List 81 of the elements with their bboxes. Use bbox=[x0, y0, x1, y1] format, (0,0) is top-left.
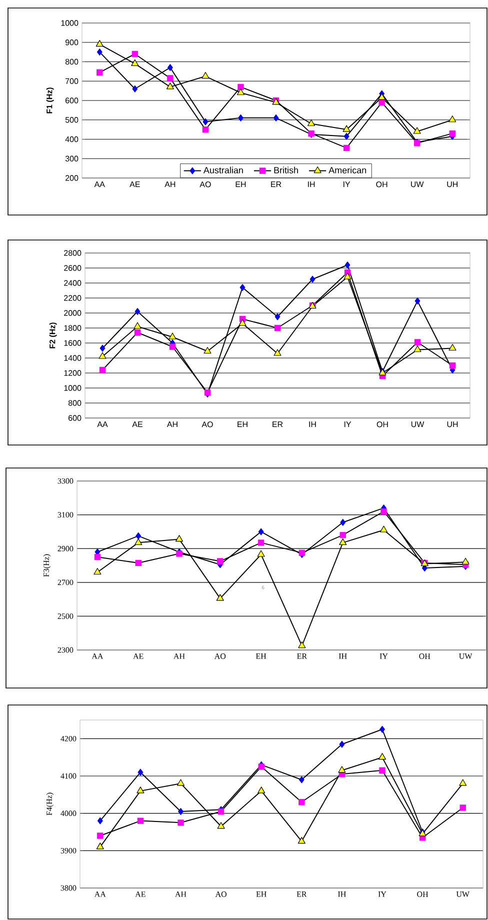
x-tick-label: ER bbox=[271, 182, 282, 188]
y-tick-label: 800 bbox=[68, 400, 82, 406]
x-tick-label: AO bbox=[214, 654, 226, 659]
y-tick-label: 600 bbox=[68, 415, 82, 421]
x-tick-label: IY bbox=[378, 892, 386, 897]
y-tick-label: 3300 bbox=[58, 478, 74, 484]
x-tick-label: OH bbox=[376, 422, 388, 428]
y-tick-label: 4000 bbox=[60, 810, 76, 816]
x-tick-label: AH bbox=[174, 654, 185, 659]
y-tick-label: 2500 bbox=[58, 614, 74, 619]
x-tick-label: IY bbox=[344, 182, 350, 188]
x-tick-label: OH bbox=[417, 892, 428, 897]
y-tick-label: 1600 bbox=[64, 340, 82, 346]
y-tick-label: 500 bbox=[65, 117, 78, 123]
y-tick-label: 400 bbox=[65, 136, 78, 142]
y-axis-title: F3(Hz) bbox=[43, 554, 51, 577]
x-tick-label: AA bbox=[97, 422, 108, 428]
y-tick-label: 2200 bbox=[64, 295, 82, 301]
x-tick-label: AO bbox=[202, 422, 213, 428]
y-tick-label: 2700 bbox=[58, 580, 74, 586]
x-tick-label: AA bbox=[92, 654, 104, 659]
y-tick-label: 2800 bbox=[64, 250, 82, 256]
y-tick-label: 2300 bbox=[58, 647, 74, 653]
y-tick-label: 300 bbox=[65, 156, 78, 162]
x-tick-label: ER bbox=[297, 654, 308, 659]
x-tick-label: UW bbox=[411, 422, 424, 428]
x-tick-label: IH bbox=[308, 182, 315, 188]
x-tick-label: UW bbox=[459, 654, 472, 659]
y-tick-label: 600 bbox=[66, 98, 78, 104]
x-tick-label: AH bbox=[164, 182, 176, 188]
x-tick-label: ER bbox=[296, 892, 307, 897]
y-tick-label: 900 bbox=[65, 40, 78, 46]
x-tick-label: UH bbox=[447, 182, 458, 188]
x-tick-label: AO bbox=[215, 892, 226, 897]
y-tick-label: 1400 bbox=[64, 355, 82, 361]
legend-label: British bbox=[274, 166, 298, 174]
x-tick-label: AE bbox=[133, 654, 144, 659]
x-tick-label: AO bbox=[200, 182, 211, 188]
x-tick-label: IY bbox=[344, 422, 352, 428]
y-axis-title: F1 (Hz) bbox=[46, 88, 54, 114]
x-tick-label: AE bbox=[135, 892, 146, 897]
y-tick-label: 4200 bbox=[60, 736, 76, 742]
x-tick-label: AA bbox=[94, 892, 106, 897]
y-tick-label: 1200 bbox=[64, 370, 82, 376]
x-tick-label: OH bbox=[376, 182, 388, 188]
x-tick-label: IH bbox=[338, 892, 346, 897]
x-tick-label: ER bbox=[272, 422, 283, 428]
y-tick-label: 1000 bbox=[64, 385, 82, 391]
y-axis-title: F2 (Hz) bbox=[49, 322, 57, 348]
y-tick-label: 2900 bbox=[58, 546, 74, 552]
y-tick-label: 3900 bbox=[60, 848, 76, 854]
x-tick-label: EH bbox=[236, 182, 246, 188]
x-tick-label: AA bbox=[94, 182, 105, 188]
x-tick-label: IH bbox=[309, 422, 316, 428]
x-tick-label: UW bbox=[411, 182, 424, 188]
y-tick-label: 700 bbox=[66, 78, 78, 84]
x-tick-label: AE bbox=[132, 422, 142, 428]
x-tick-label: UW bbox=[456, 892, 470, 897]
y-tick-label: 200 bbox=[66, 175, 78, 181]
y-tick-label: 3800 bbox=[60, 885, 76, 891]
y-tick-label: 3100 bbox=[58, 512, 74, 518]
x-tick-label: AH bbox=[175, 892, 186, 897]
y-tick-label: 2000 bbox=[64, 310, 82, 316]
y-tick-label: 1800 bbox=[64, 325, 82, 331]
x-tick-label: AH bbox=[166, 422, 178, 428]
legend-label: American bbox=[328, 166, 366, 174]
x-tick-label: EH bbox=[256, 654, 266, 659]
x-tick-label: UH bbox=[447, 422, 458, 428]
y-axis-title: F4(Hz) bbox=[46, 792, 54, 816]
x-tick-label: AE bbox=[130, 182, 140, 188]
x-tick-label: IY bbox=[380, 654, 388, 659]
legend-label: Australian bbox=[203, 166, 243, 174]
y-tick-label: 2600 bbox=[64, 265, 82, 271]
y-tick-label: 4100 bbox=[60, 773, 76, 779]
x-tick-label: EH bbox=[238, 422, 248, 428]
x-tick-label: IH bbox=[338, 654, 347, 659]
y-tick-label: 800 bbox=[65, 58, 78, 65]
y-tick-label: 2400 bbox=[64, 280, 82, 286]
x-tick-label: OH bbox=[419, 654, 430, 659]
x-tick-label: EH bbox=[256, 892, 266, 897]
y-tick-label: 1000 bbox=[61, 20, 78, 26]
